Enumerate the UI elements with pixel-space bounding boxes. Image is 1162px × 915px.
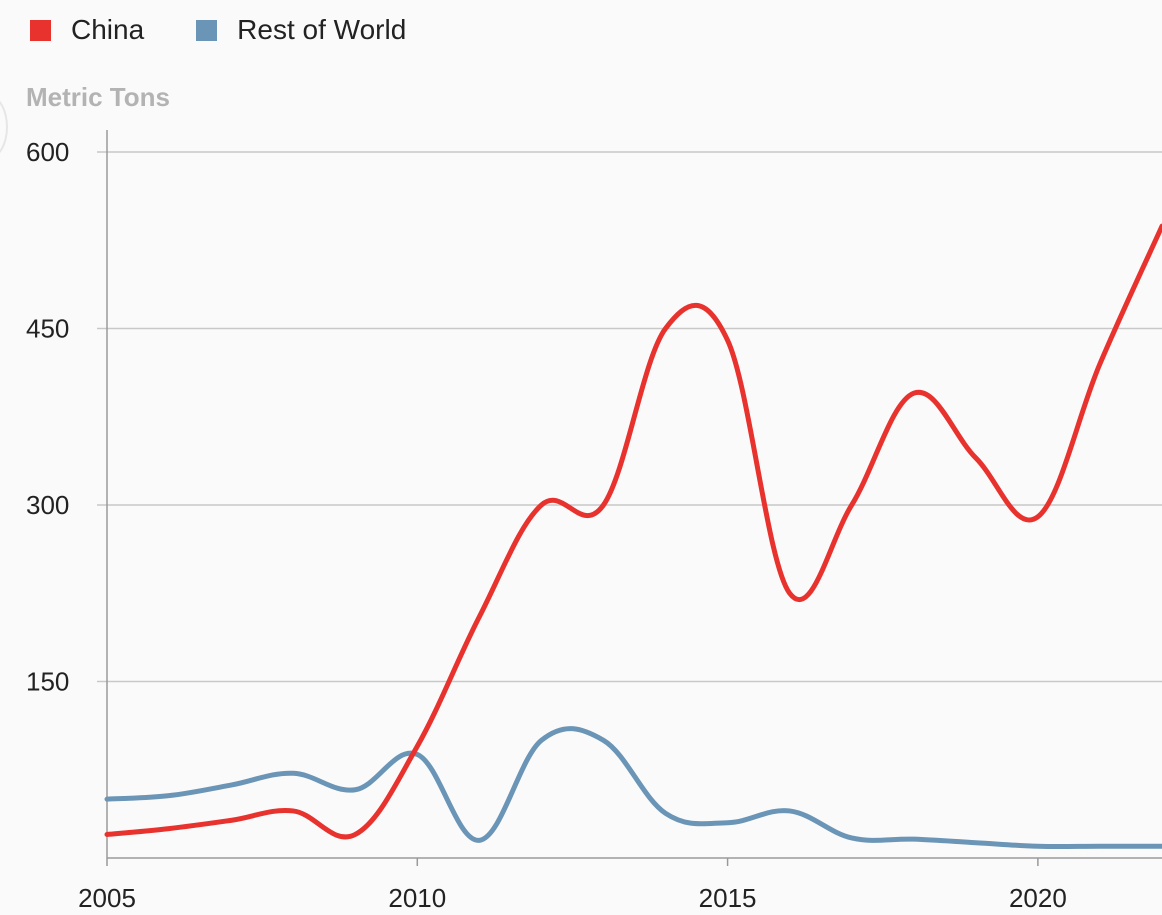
y-tick-label-600: 600 bbox=[26, 137, 69, 167]
x-tick-label-2005: 2005 bbox=[78, 883, 136, 913]
legend-swatch-rest-of-world bbox=[196, 19, 218, 41]
grid-lines bbox=[97, 151, 1162, 683]
series-line-rest-of-world bbox=[104, 726, 1162, 850]
series-line-china bbox=[104, 223, 1162, 840]
chart-legend: China Rest of World bbox=[30, 14, 458, 46]
legend-item-rest-of-world: Rest of World bbox=[196, 14, 406, 46]
legend-label-china: China bbox=[71, 14, 145, 45]
series-lines bbox=[104, 223, 1162, 850]
tick-labels: 150 300 450 600 2005 2010 2015 2020 bbox=[26, 137, 1067, 913]
legend-swatch-china bbox=[30, 19, 51, 41]
x-tick-label-2010: 2010 bbox=[388, 883, 446, 913]
x-tick-label-2020: 2020 bbox=[1009, 883, 1067, 913]
y-tick-label-450: 450 bbox=[26, 314, 69, 344]
y-axis-unit-label: Metric Tons bbox=[26, 82, 170, 112]
axes bbox=[106, 130, 1162, 866]
x-tick-label-2015: 2015 bbox=[699, 883, 757, 913]
legend-item-china: China bbox=[30, 14, 144, 46]
legend-label-rest-of-world: Rest of World bbox=[237, 14, 407, 45]
y-tick-label-150: 150 bbox=[26, 667, 69, 697]
y-tick-label-300: 300 bbox=[26, 490, 69, 520]
